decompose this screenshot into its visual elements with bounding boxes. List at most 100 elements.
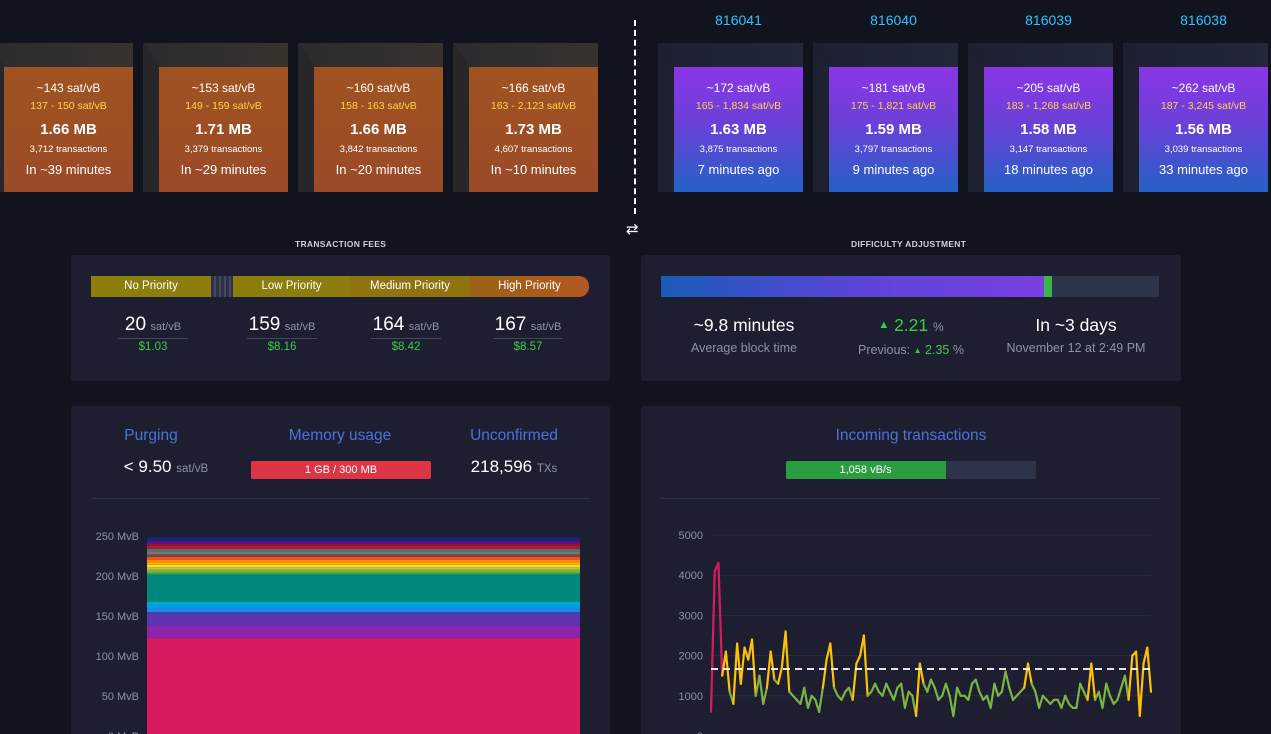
incoming-transactions-title: Incoming transactions: [835, 427, 987, 444]
projected-block[interactable]: ~153 sat/vB 149 - 159 sat/vB 1.71 MB 3,379 …: [143, 43, 288, 192]
block-median-fee: ~172 sat/vB: [706, 81, 771, 95]
block-face[interactable]: ~166 sat/vB 163 - 2,123 sat/vB 1.73 MB 4,60…: [469, 67, 598, 192]
incoming-line-segment: [1101, 682, 1108, 709]
block-fee-range: 158 - 163 sat/vB: [340, 100, 417, 112]
block-top: [968, 43, 1113, 67]
block-time: In ~39 minutes: [25, 162, 112, 177]
block-height-link[interactable]: 816041: [715, 12, 762, 28]
block-top: [143, 43, 288, 67]
incoming-line-segment: [1023, 662, 1030, 689]
incoming-line-segment: [1008, 686, 1015, 701]
block-median-fee: ~160 sat/vB: [346, 81, 411, 95]
transaction-fees-title: TRANSACTION FEES: [295, 239, 387, 249]
block-fee-range: 149 - 159 sat/vB: [185, 100, 262, 112]
incoming-line-segment: [926, 678, 933, 693]
block-tx-count: 3,797 transactions: [854, 144, 933, 155]
incoming-line-segment: [758, 674, 765, 705]
fee-band-layer: [147, 574, 580, 600]
fee-value: 159: [248, 314, 281, 335]
block-face[interactable]: ~262 sat/vB 187 - 3,245 sat/vB 1.56 MB 3,03…: [1139, 67, 1268, 192]
projected-block[interactable]: ~143 sat/vB 137 - 150 sat/vB 1.66 MB 3,712 …: [0, 43, 133, 192]
block-size: 1.59 MB: [865, 121, 922, 138]
block-tx-count: 4,607 transactions: [494, 144, 573, 155]
mined-block[interactable]: ~181 sat/vB 175 - 1,821 sat/vB 1.59 MB 3,79…: [813, 43, 958, 192]
incoming-line-segment: [1064, 694, 1071, 705]
fee-low-priority: 159 sat/vB $8.16: [237, 313, 327, 353]
block-time: In ~29 minutes: [180, 162, 267, 177]
fees-card: No Priority Low Priority Medium Priority…: [71, 255, 610, 381]
mempool-size-chart: 250 MvB 200 MvB 150 MvB 100 MvB 50 MvB 0 MvB: [96, 531, 580, 734]
incoming-line-segment: [892, 686, 899, 701]
fee-band-layer: [147, 540, 580, 544]
unconfirmed-unit: TXs: [536, 463, 558, 475]
incoming-line-segment: [803, 686, 810, 709]
incoming-line-segment: [806, 694, 813, 709]
mined-block[interactable]: ~205 sat/vB 183 - 1,268 sat/vB 1.58 MB 3,14…: [968, 43, 1113, 192]
incoming-line-segment: [1079, 682, 1085, 693]
block-top: [1123, 43, 1268, 67]
memory-usage-bar: 1 GB / 300 MB: [251, 461, 431, 479]
block-face[interactable]: ~153 sat/vB 149 - 159 sat/vB 1.71 MB 3,379 …: [159, 67, 288, 192]
incoming-line-segment: [818, 686, 824, 713]
fee-band-layer: [147, 608, 580, 612]
incoming-line-segment: [709, 570, 716, 713]
block-time: 7 minutes ago: [697, 162, 780, 177]
block-side: [1123, 43, 1139, 192]
fee-band-layer: [147, 556, 580, 560]
purging-unit: sat/vB: [176, 463, 209, 475]
incoming-line-segment: [736, 642, 742, 685]
block-median-fee: ~181 sat/vB: [861, 81, 926, 95]
incoming-line-segment: [885, 682, 892, 693]
incoming-line-segment: [732, 642, 739, 705]
incoming-line-segment: [978, 690, 985, 701]
fee-band-layer: [147, 560, 580, 563]
projected-block[interactable]: ~160 sat/vB 158 - 163 sat/vB 1.66 MB 3,842 …: [298, 43, 443, 192]
difficulty-eta: In ~3 days November 12 at 2:49 PM: [991, 313, 1161, 355]
block-tx-count: 3,379 transactions: [184, 144, 263, 155]
incoming-line-segment: [765, 650, 772, 689]
y-tick-label: 250 MvB: [96, 531, 139, 543]
block-face[interactable]: ~143 sat/vB 137 - 150 sat/vB 1.66 MB 3,712 …: [4, 67, 133, 192]
incoming-line-segment: [724, 650, 731, 693]
fee-band-layer: [147, 567, 580, 570]
incoming-line-segment: [1138, 662, 1145, 717]
block-height-link[interactable]: 816039: [1025, 12, 1072, 28]
difficulty-card: ~9.8 minutes Average block time ▲ 2.21 %…: [641, 255, 1181, 381]
block-time: 33 minutes ago: [1159, 162, 1248, 177]
high-priority-label: High Priority: [470, 276, 589, 297]
block-size: 1.66 MB: [350, 121, 407, 138]
incoming-line-segment: [784, 630, 791, 693]
projected-block[interactable]: ~166 sat/vB 163 - 2,123 sat/vB 1.73 MB 4,60…: [453, 43, 598, 192]
block-median-fee: ~166 sat/vB: [501, 81, 566, 95]
block-height-link[interactable]: 816040: [870, 12, 917, 28]
block-face[interactable]: ~205 sat/vB 183 - 1,268 sat/vB 1.58 MB 3,14…: [984, 67, 1113, 192]
block-face[interactable]: ~181 sat/vB 175 - 1,821 sat/vB 1.59 MB 3,79…: [829, 67, 958, 192]
fee-unit: sat/vB: [530, 321, 562, 333]
fee-band-layer: [147, 638, 580, 734]
mined-block[interactable]: ~172 sat/vB 165 - 1,834 sat/vB 1.63 MB 3,87…: [658, 43, 803, 192]
block-tx-count: 3,147 transactions: [1009, 144, 1088, 155]
block-top: [298, 43, 443, 67]
mined-block[interactable]: ~262 sat/vB 187 - 3,245 sat/vB 1.56 MB 3,03…: [1123, 43, 1268, 192]
block-fee-range: 165 - 1,834 sat/vB: [695, 100, 782, 112]
difficulty-progress-bar: [661, 276, 1159, 297]
block-median-fee: ~153 sat/vB: [191, 81, 256, 95]
incoming-line-segment: [944, 682, 951, 697]
incoming-line-segment: [870, 682, 877, 693]
block-height-link[interactable]: 816038: [1180, 12, 1227, 28]
block-top: [658, 43, 803, 67]
incoming-line-segment: [929, 678, 936, 689]
block-face[interactable]: ~172 sat/vB 165 - 1,834 sat/vB 1.63 MB 3,87…: [674, 67, 803, 192]
swap-icon[interactable]: ⇄: [626, 221, 639, 238]
y-tick-label: 5000: [679, 530, 703, 542]
incoming-line-segment: [1060, 694, 1067, 709]
fee-band-layer: [147, 600, 580, 602]
incoming-line-segment: [941, 682, 948, 697]
block-face[interactable]: ~160 sat/vB 158 - 163 sat/vB 1.66 MB 3,842 …: [314, 67, 443, 192]
fee-band-layer: [147, 613, 580, 626]
fee-usd: $1.03: [138, 341, 168, 353]
fee-band-layer: [147, 554, 580, 557]
fee-value: 164: [372, 314, 405, 335]
incoming-line-segment: [821, 658, 828, 689]
fee-no-priority: 20 sat/vB $1.03: [108, 313, 198, 353]
